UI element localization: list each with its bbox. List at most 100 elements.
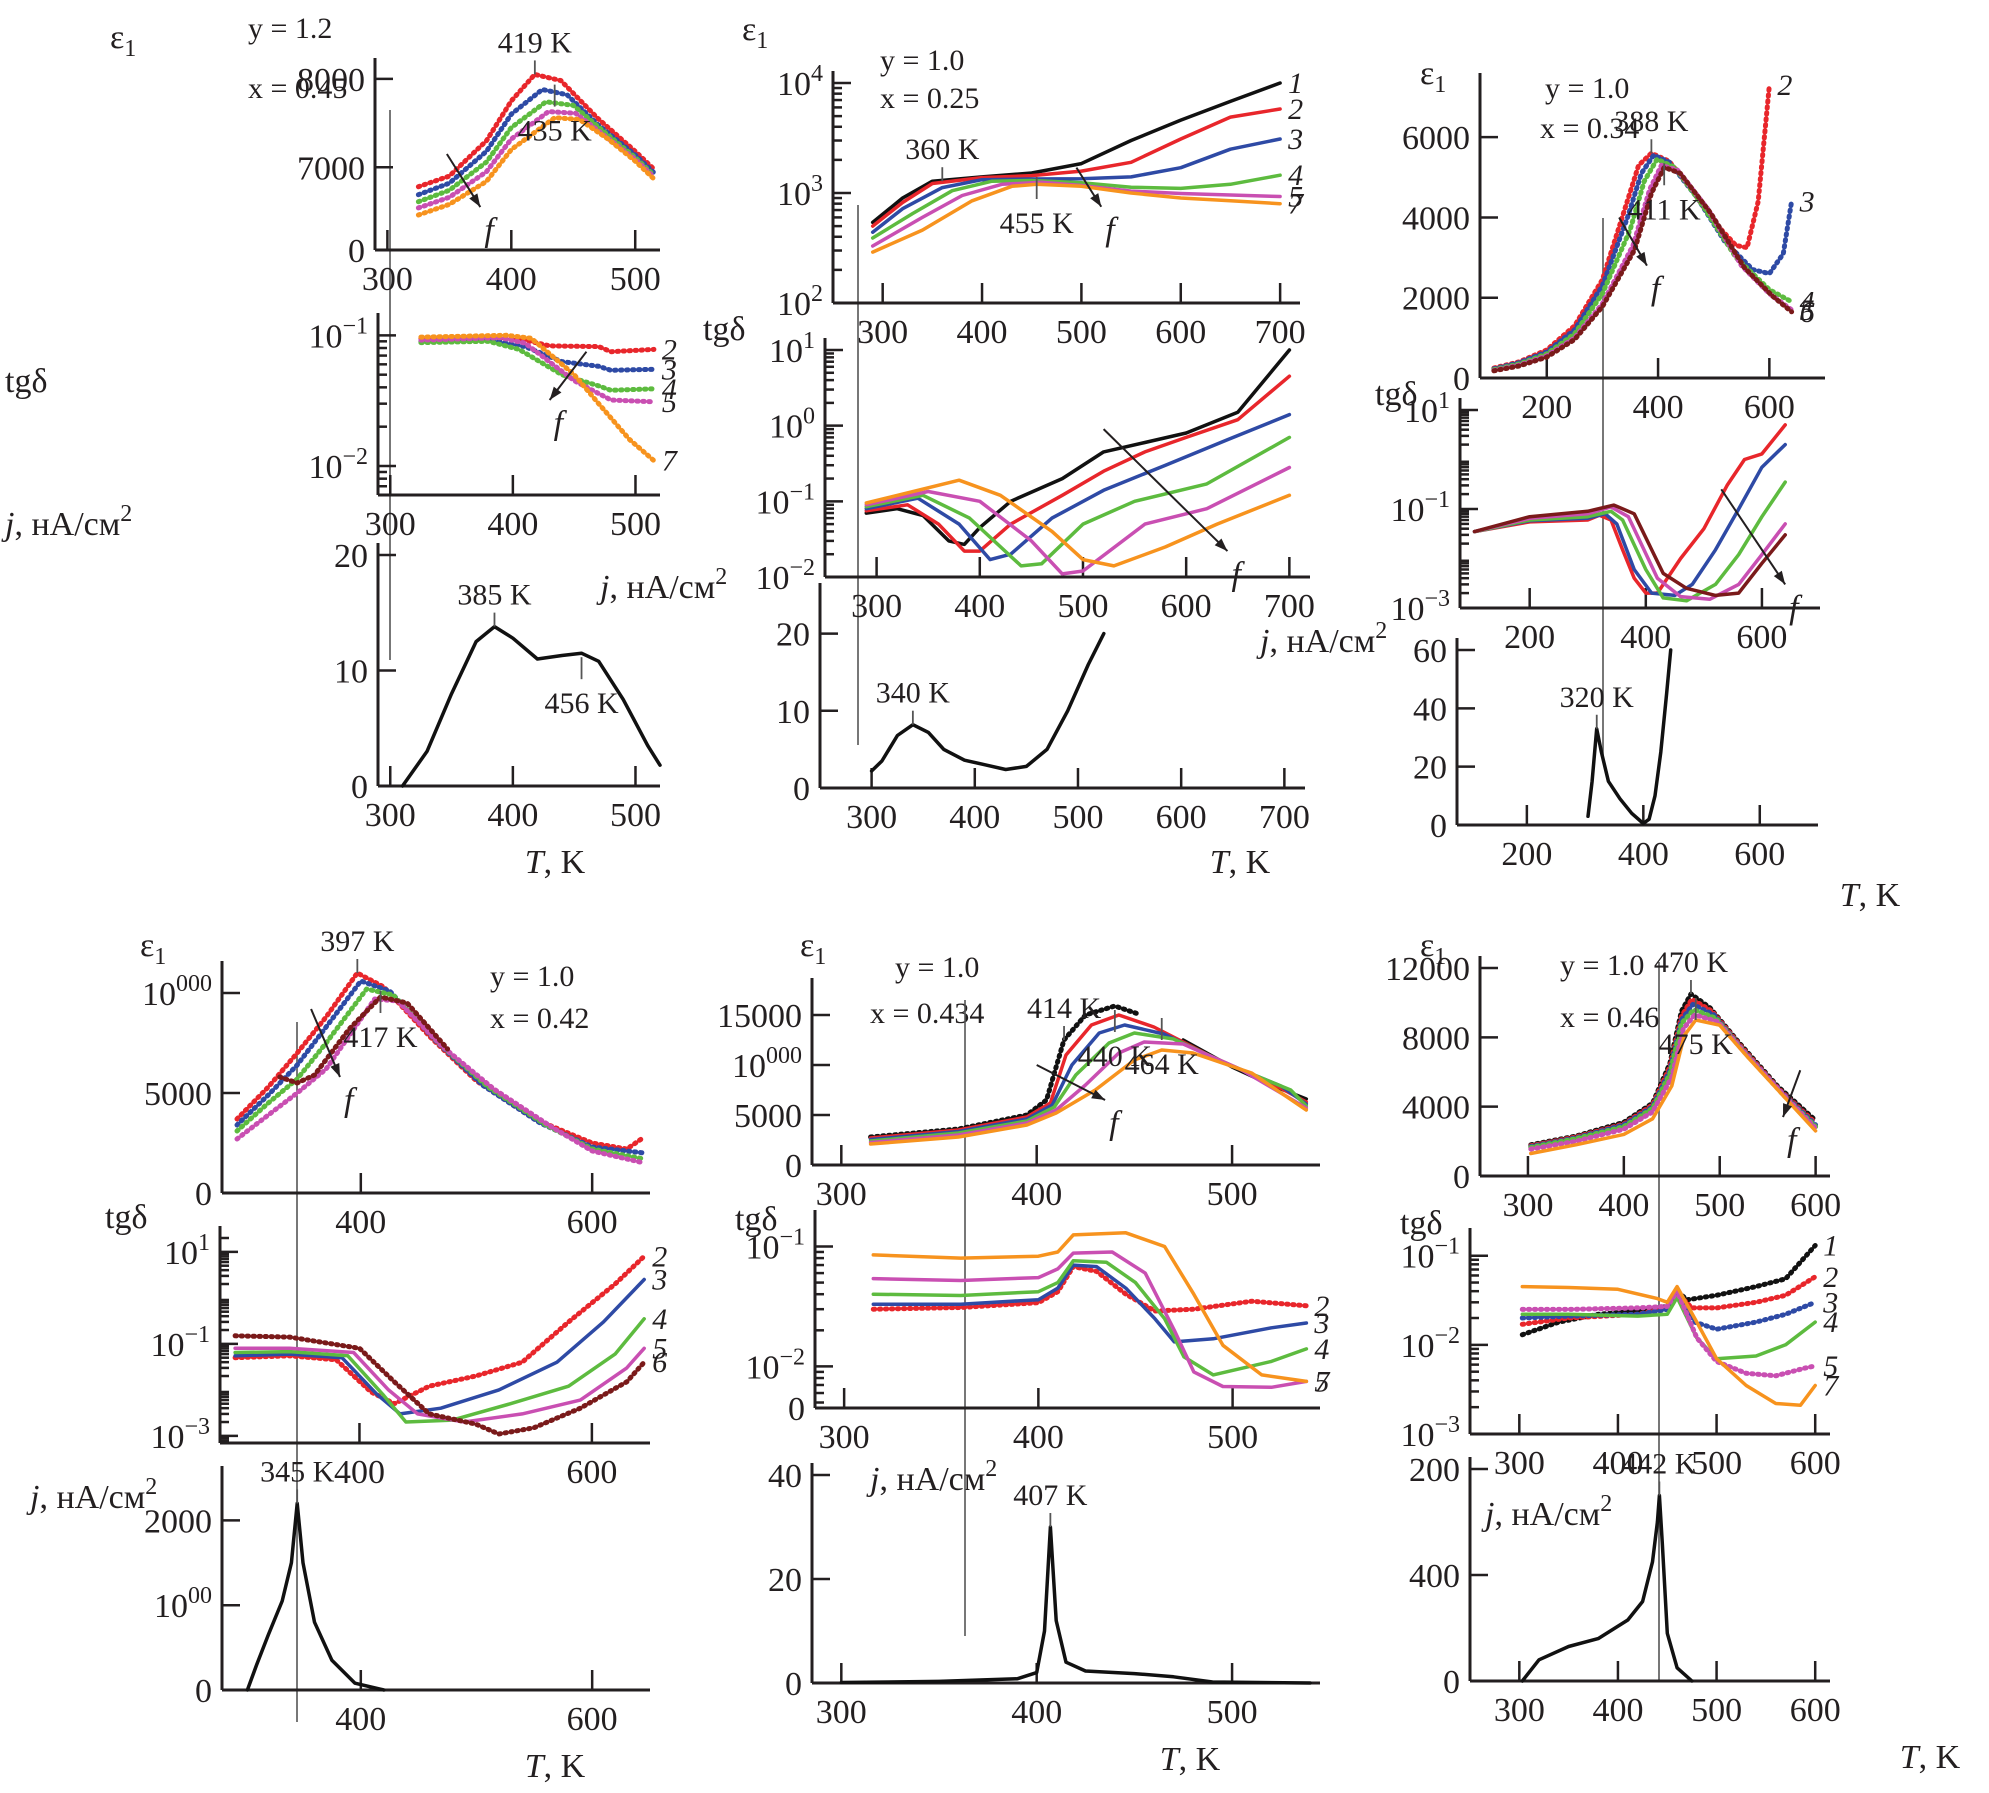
curve-label-3: 3 <box>1287 123 1303 156</box>
x-tick-label: 300 <box>365 506 416 543</box>
subplot-j: 300 400 500 0 10 20 385 K 456 K <box>334 538 662 834</box>
curve-label-5: 5 <box>1800 294 1815 327</box>
series-curve-2 <box>232 1253 647 1407</box>
tgdelta-axis-title: tgδ <box>1375 376 1417 413</box>
tick-label: 10−1 <box>745 1224 805 1266</box>
tick-label: 8000 <box>297 62 365 99</box>
tgdelta-axis-title: tgδ <box>5 363 47 400</box>
series-curve-3 <box>864 412 1292 562</box>
tick-label: 2000 <box>1402 281 1470 318</box>
series-curve-7 <box>415 115 657 218</box>
x-tick-label: 400 <box>1011 1176 1062 1213</box>
series-curve-7 <box>418 332 657 464</box>
composition-y: y = 1.0 <box>880 44 964 77</box>
curve-label-7: 7 <box>1288 188 1305 221</box>
tick-label: 100 <box>769 404 815 446</box>
tick-label: 4000 <box>1402 1090 1470 1127</box>
curve-label-3: 3 <box>651 1264 667 1297</box>
panel-overlays: ε1 tgδ j, нА/см2 T, K y = 1.0 x = 0.42 <box>26 927 589 1785</box>
series-curve-4 <box>233 1317 646 1424</box>
composition-x: x = 0.434 <box>870 997 984 1030</box>
arrow-head-icon <box>469 193 481 208</box>
x-tick-label: 400 <box>1011 1694 1062 1731</box>
tick-label: 8000 <box>1402 1020 1470 1057</box>
x-tick-label: 400 <box>1592 1445 1643 1482</box>
tick-label: 15000 <box>717 998 802 1035</box>
panel-overlays: ε1 tgδ j, нА/см2 T, K y = 1.0 x = 0.46 <box>1400 927 1961 1776</box>
tick-label: 5000 <box>144 1076 212 1113</box>
tick-label: 10−2 <box>745 1344 805 1386</box>
x-tick-label: 600 <box>1734 836 1785 873</box>
x-tick-label: 400 <box>1013 1419 1064 1456</box>
tick-label: 10−1 <box>755 479 815 521</box>
x-tick-label: 400 <box>487 506 538 543</box>
tick-label: 10 <box>776 694 810 731</box>
tick-label: 10000 <box>142 971 212 1013</box>
temperature-axis-title: T, K <box>1900 1739 1961 1776</box>
current-density-axis-title: j, нА/см2 <box>1256 618 1387 660</box>
x-tick-label: 500 <box>1057 588 1108 625</box>
peak-annotation: 320 K <box>1560 681 1635 714</box>
tick-label: 103 <box>777 171 823 213</box>
epsilon-axis-title: ε1 <box>110 19 136 62</box>
tick-label: 10−1 <box>1400 1234 1460 1276</box>
x-tick-label: 400 <box>335 1701 386 1738</box>
series-curve-3 <box>233 1277 646 1416</box>
curve-label-2: 2 <box>1823 1261 1838 1294</box>
frequency-label: f <box>1231 556 1245 593</box>
subplot-eps: 400 600 0 5000 10000 f 397 K 417 K <box>142 925 650 1241</box>
x-tick-label: 600 <box>567 1701 618 1738</box>
x-tick-label: 200 <box>1521 389 1572 426</box>
subplot-j: 200 400 600 0 20 40 60 320 K <box>1413 633 1818 873</box>
composition-y: y = 1.0 <box>895 951 979 984</box>
subplot-j: 300 400 500 600 0 400 200 442 K <box>1409 1448 1841 1730</box>
tick-label: 10−3 <box>150 1414 210 1456</box>
panel-overlays: ε1 tgδ j, нА/см2 T, K y = 1.2 x = 0.45 <box>1 12 586 881</box>
series-curve-2 <box>870 1264 1309 1314</box>
tick-label: 0 <box>1430 808 1447 845</box>
x-tick-label: 300 <box>365 797 416 834</box>
x-tick-label: 400 <box>1618 836 1669 873</box>
epsilon-axis-title: ε1 <box>140 927 166 970</box>
x-tick-label: 600 <box>1155 314 1206 351</box>
panel-x042: ε1 tgδ j, нА/см2 T, K y = 1.0 x = 0.42 400 600 0… <box>26 925 667 1785</box>
series-curve-1 <box>1586 648 1673 826</box>
curve-label-5: 5 <box>1823 1350 1838 1383</box>
tick-label: 10−1 <box>150 1322 210 1364</box>
tick-label: 10−2 <box>755 555 815 597</box>
curve-label-3: 3 <box>1799 185 1815 218</box>
series-curve-3 <box>871 1263 1309 1344</box>
tick-label: 101 <box>1404 388 1450 430</box>
tick-label: 0 <box>351 769 368 806</box>
panel-overlays: ε1 tgδ j, нА/см2 T, K y = 1.0 x = 0.434 <box>735 927 1221 1778</box>
tick-label: 0 <box>1443 1664 1460 1701</box>
curve-label-4: 4 <box>652 1303 667 1336</box>
tgdelta-axis-title: tgδ <box>105 1199 147 1236</box>
subplot-tgd: 300 400 500 600 700 10−2 10−1 100 101 f <box>755 328 1314 625</box>
x-tick-label: 700 <box>1264 588 1315 625</box>
x-tick-label: 300 <box>1502 1187 1553 1224</box>
curve-label-5: 5 <box>1288 180 1303 213</box>
series-curve-7 <box>864 478 1292 568</box>
tick-label: 0 <box>348 233 365 270</box>
tick-label: 10−3 <box>1400 1412 1460 1454</box>
epsilon-axis-title: ε1 <box>1420 55 1446 98</box>
tick-label: 7000 <box>297 150 365 187</box>
series-curve-7 <box>871 1231 1309 1384</box>
series-curve-6 <box>1472 503 1787 598</box>
peak-annotation: 456 K <box>544 687 619 720</box>
tick-label: 104 <box>777 61 823 103</box>
arrow-head-icon <box>330 1063 340 1077</box>
tick-label: 10 <box>334 654 368 691</box>
arrow-head-icon <box>1773 570 1786 585</box>
x-tick-label: 500 <box>1691 1445 1742 1482</box>
frequency-arrow <box>1102 428 1229 552</box>
subplot-j: 400 600 0 1000 2000 345 K <box>144 1455 650 1738</box>
tick-label: 20 <box>776 617 810 654</box>
